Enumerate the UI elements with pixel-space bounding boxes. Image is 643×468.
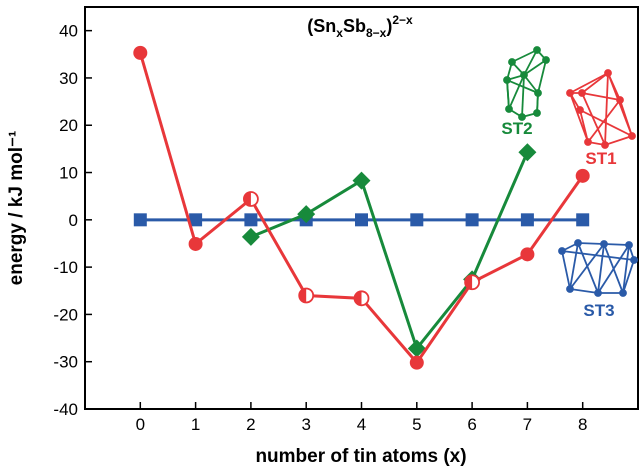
x-tick-label: 3	[301, 415, 310, 434]
y-tick-label: 0	[69, 211, 78, 230]
x-axis-label: number of tin atoms (x)	[255, 446, 466, 467]
x-tick-label: 1	[191, 415, 200, 434]
title-part-sb: Sb	[343, 16, 366, 36]
y-tick-label: 10	[59, 164, 78, 183]
y-tick-label: -40	[53, 400, 78, 419]
data-point-st2	[241, 227, 260, 246]
x-tick-label: 0	[136, 415, 145, 434]
data-point-st1	[242, 191, 259, 207]
data-point-st1	[409, 355, 424, 370]
st1-label: ST1	[585, 149, 616, 168]
data-point-st3	[465, 213, 479, 227]
y-tick-label: 20	[59, 116, 78, 135]
x-tick-label: 4	[357, 415, 366, 434]
x-tick-label: 6	[467, 415, 476, 434]
data-point-st3	[133, 213, 147, 227]
data-point-st1	[575, 168, 590, 183]
data-point-st3	[520, 213, 534, 227]
axis-ticks: 0 1 2 3 4 5 6 7 8 -40 -30 -20 -10 0 10 20 30 40	[53, 22, 587, 434]
x-tick-label: 8	[578, 415, 587, 434]
data-point-st1	[520, 247, 535, 262]
x-tick-label: 7	[523, 415, 532, 434]
data-point-st2	[518, 143, 537, 162]
data-point-st3	[244, 213, 258, 227]
y-axis-label: energy / kJ mol⁻¹	[6, 131, 27, 286]
data-point-st3	[576, 213, 590, 227]
y-tick-label: -20	[53, 305, 78, 324]
data-point-st3	[355, 213, 368, 227]
data-point-st1	[298, 287, 315, 304]
data-point-st1	[188, 236, 203, 251]
data-series	[133, 45, 590, 370]
st2-label: ST2	[501, 119, 532, 138]
data-point-st2	[297, 205, 316, 224]
data-point-st2	[352, 171, 371, 190]
y-tick-label: 30	[59, 69, 78, 88]
data-point-st2	[407, 339, 426, 358]
st1-cluster-icon	[566, 69, 636, 149]
title-part-open: (Sn	[307, 16, 336, 36]
title-sub-x: x	[336, 26, 343, 40]
title-sup-charge: 2−x	[392, 13, 413, 27]
data-point-st1	[464, 274, 481, 291]
y-tick-label: -30	[53, 353, 78, 372]
series-line-st1	[138, 52, 584, 366]
x-tick-label: 5	[412, 415, 421, 434]
st3-cluster-icon	[558, 239, 638, 297]
st2-cluster-icon	[503, 46, 550, 121]
y-tick-label: -10	[53, 258, 78, 277]
chart-title: (SnxSb8−x)2−x	[307, 13, 413, 40]
st3-label: ST3	[583, 301, 614, 320]
x-tick-label: 2	[246, 415, 255, 434]
data-point-st1	[133, 45, 148, 60]
data-point-st3	[410, 213, 424, 227]
data-point-st3	[189, 213, 203, 227]
series-line-st2	[250, 151, 529, 352]
plot-frame	[84, 6, 639, 410]
data-point-st1	[353, 290, 370, 307]
y-tick-label: 40	[59, 22, 78, 41]
title-sub-8x: 8−x	[366, 26, 387, 40]
title-part-close: )	[386, 16, 392, 36]
